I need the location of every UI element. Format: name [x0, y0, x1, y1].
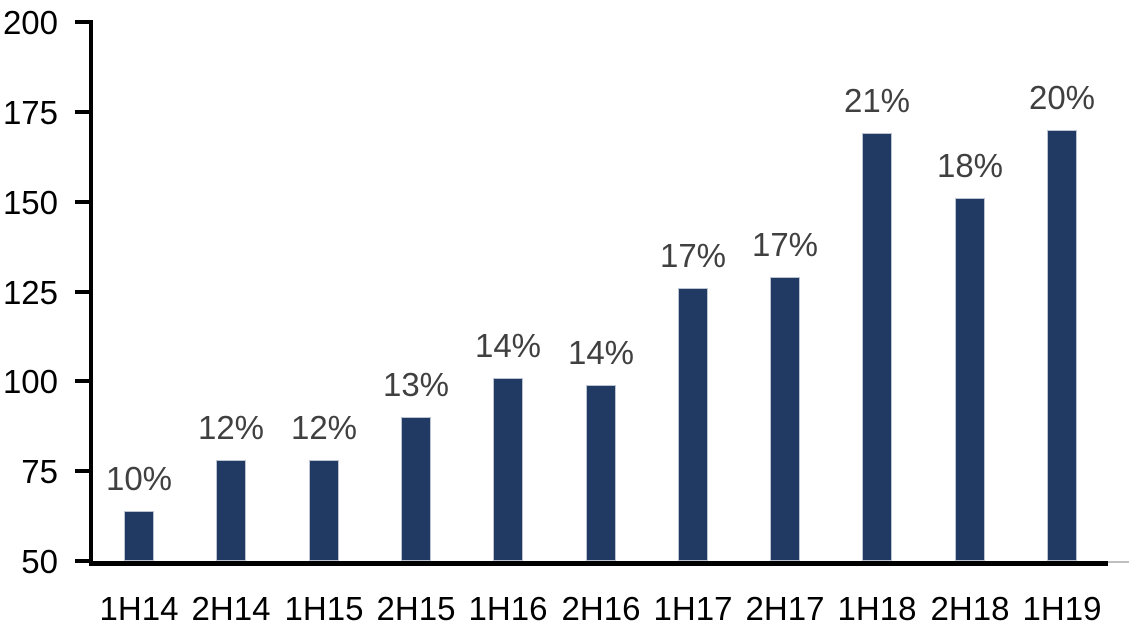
bar-value-label: 17%	[751, 225, 819, 263]
y-tick-mark	[75, 20, 89, 24]
x-tick-label: 1H18	[837, 590, 917, 627]
y-tick-mark	[75, 110, 89, 114]
bar	[493, 378, 523, 561]
bar-value-label: 17%	[659, 236, 727, 274]
x-tick-label: 2H14	[191, 590, 271, 627]
y-tick-label: 200	[2, 4, 58, 41]
x-tick-label: 1H15	[284, 590, 364, 627]
bar	[862, 133, 892, 561]
x-tick-label: 2H15	[376, 590, 456, 627]
x-tick-label: 1H19	[1022, 590, 1102, 627]
y-tick-label: 100	[2, 363, 58, 400]
bar	[955, 198, 985, 561]
y-tick-label: 75	[21, 453, 58, 490]
x-tick-label: 1H16	[468, 590, 548, 627]
y-tick-label: 50	[21, 543, 58, 580]
y-axis-line	[89, 20, 93, 566]
x-tick-label: 1H17	[653, 590, 733, 627]
bar	[770, 277, 800, 561]
bar	[401, 417, 431, 561]
bar-value-label: 12%	[197, 408, 265, 446]
bar-value-label: 20%	[1028, 78, 1096, 116]
bar-value-label: 18%	[936, 146, 1004, 184]
y-tick-label: 175	[2, 94, 58, 131]
bar-value-label: 10%	[105, 459, 173, 497]
y-tick-mark	[75, 290, 89, 294]
bar	[216, 460, 246, 561]
x-axis-line-extension	[1108, 561, 1129, 563]
bar	[1047, 130, 1077, 561]
x-axis-line	[89, 561, 1108, 566]
y-tick-label: 125	[2, 274, 58, 311]
x-tick-label: 2H17	[745, 590, 825, 627]
bar-value-label: 13%	[382, 365, 450, 403]
bar-value-label: 14%	[567, 333, 635, 371]
y-tick-mark	[75, 469, 89, 473]
bar	[678, 288, 708, 561]
bar	[586, 385, 616, 561]
y-tick-mark	[75, 559, 89, 563]
bar-value-label: 21%	[843, 81, 911, 119]
bar-value-label: 12%	[290, 408, 358, 446]
bar	[124, 511, 154, 561]
y-tick-mark	[75, 200, 89, 204]
y-tick-label: 150	[2, 184, 58, 221]
bar-value-label: 14%	[474, 326, 542, 364]
y-tick-mark	[75, 379, 89, 383]
x-tick-label: 2H18	[930, 590, 1010, 627]
bar	[309, 460, 339, 561]
x-tick-label: 2H16	[561, 590, 641, 627]
x-tick-label: 1H14	[99, 590, 179, 627]
